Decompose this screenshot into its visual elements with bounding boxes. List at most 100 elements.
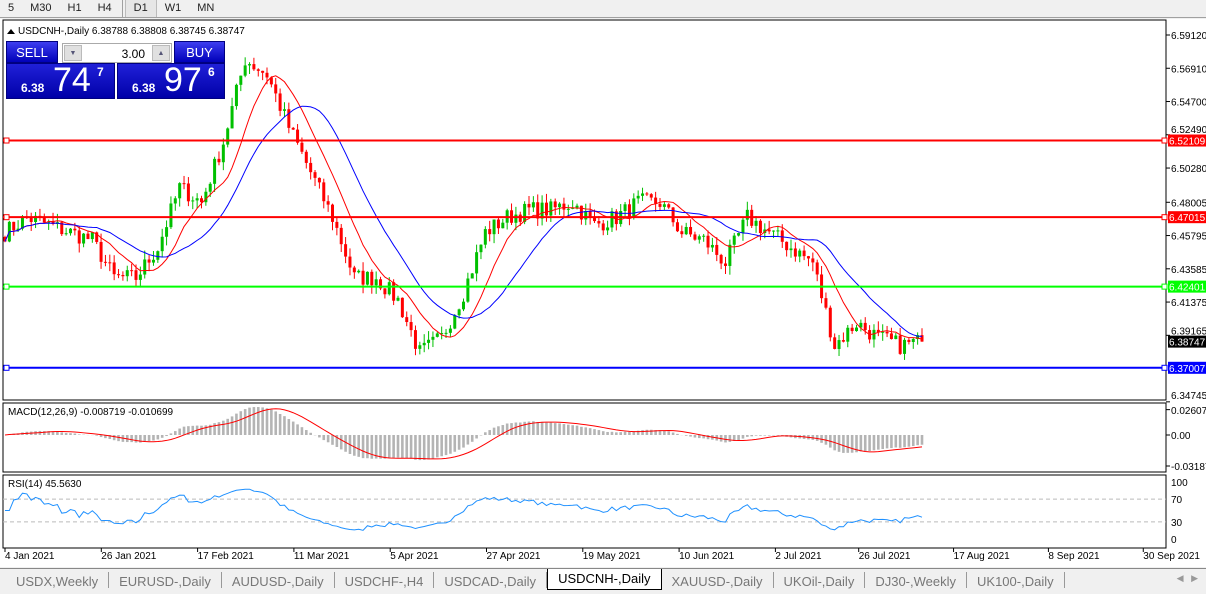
price-line-label: 6.52109 bbox=[1169, 137, 1206, 148]
date-tick-label: 8 Sep 2021 bbox=[1048, 551, 1100, 562]
candle-body bbox=[758, 220, 762, 234]
candle-body bbox=[326, 201, 330, 205]
candle-body bbox=[60, 222, 64, 235]
chart-tab[interactable]: DJ30-,Weekly bbox=[865, 572, 968, 588]
candle-body bbox=[453, 315, 457, 329]
candle-body bbox=[544, 202, 548, 216]
rsi-tick-label: 70 bbox=[1171, 495, 1183, 506]
chart-tab[interactable]: USDCNH-,Daily bbox=[547, 569, 662, 590]
tab-scroll-arrows[interactable]: ◀ ▶ bbox=[1176, 573, 1198, 583]
candle-body bbox=[531, 202, 535, 208]
macd-tick-label: 0.02607 bbox=[1171, 406, 1206, 417]
timeframe-5[interactable]: 5 bbox=[8, 2, 15, 14]
macd-tick-label: 0.00 bbox=[1171, 431, 1191, 442]
candle-body bbox=[833, 337, 837, 349]
candle-body bbox=[409, 322, 413, 331]
buy-price[interactable]: 6.38 97 6 bbox=[117, 61, 225, 99]
candle-body bbox=[73, 228, 77, 231]
candle-body bbox=[221, 144, 225, 163]
chart-tab[interactable]: UKOil-,Daily bbox=[774, 572, 866, 588]
candle-body bbox=[527, 203, 531, 208]
candle-body bbox=[715, 244, 719, 255]
date-tick-label: 27 Apr 2021 bbox=[487, 551, 541, 562]
candle-body bbox=[217, 158, 221, 163]
candle-body bbox=[689, 226, 693, 235]
sell-button[interactable]: SELL bbox=[6, 41, 58, 63]
candle-body bbox=[138, 274, 142, 280]
candle-body bbox=[405, 317, 409, 323]
decrease-lot-button[interactable]: ▼ bbox=[64, 45, 82, 61]
buy-label: BUY bbox=[186, 45, 213, 60]
candle-body bbox=[802, 250, 806, 257]
candle-body bbox=[186, 183, 190, 202]
rsi-line bbox=[5, 488, 923, 531]
candle-body bbox=[77, 230, 81, 244]
buy-button[interactable]: BUY bbox=[174, 41, 225, 63]
chart-tab[interactable]: USDCHF-,H4 bbox=[335, 572, 435, 588]
candle-body bbox=[601, 223, 605, 231]
timeframe-mn[interactable]: MN bbox=[197, 2, 215, 14]
date-tick-label: 19 May 2021 bbox=[583, 551, 641, 562]
timeframe-h4[interactable]: H4 bbox=[97, 2, 112, 14]
candle-body bbox=[479, 244, 483, 253]
timeframe-w1[interactable]: W1 bbox=[164, 2, 182, 14]
line-anchor bbox=[1161, 283, 1168, 290]
candle-body bbox=[352, 267, 356, 273]
candle-body bbox=[365, 271, 369, 285]
chart-tab[interactable]: UK100-,Daily bbox=[967, 572, 1065, 588]
macd-pane bbox=[2, 402, 1167, 473]
sell-price[interactable]: 6.38 74 7 bbox=[6, 61, 115, 99]
candle-body bbox=[422, 342, 426, 346]
candle-body bbox=[265, 72, 269, 78]
chart-header: USDCNH-,Daily 6.38788 6.38808 6.38745 6.… bbox=[18, 26, 245, 37]
candle-body bbox=[278, 93, 282, 111]
candle-body bbox=[593, 216, 596, 222]
date-tick-label: 30 Sep 2021 bbox=[1143, 551, 1200, 562]
price-line-label: 6.42401 bbox=[1169, 283, 1206, 294]
timeframe-m30[interactable]: M30 bbox=[30, 2, 52, 14]
candle-body bbox=[191, 200, 195, 202]
chart-tab[interactable]: USDCAD-,Daily bbox=[434, 572, 548, 588]
buy-price-main: 97 bbox=[164, 61, 202, 99]
timeframe-d1[interactable]: D1 bbox=[124, 0, 157, 17]
candle-body bbox=[282, 109, 286, 111]
candle-body bbox=[331, 204, 334, 222]
candle-body bbox=[47, 221, 51, 223]
current-price-bg bbox=[1168, 335, 1206, 348]
rsi-label: RSI(14) 45.5630 bbox=[8, 479, 82, 490]
candle-body bbox=[112, 262, 116, 275]
candle-body bbox=[466, 278, 470, 302]
price-tick-label: 6.34745 bbox=[1171, 391, 1206, 402]
candle-body bbox=[496, 219, 500, 229]
chart-tab[interactable]: XAUUSD-,Daily bbox=[662, 572, 774, 588]
candle-body bbox=[675, 222, 679, 232]
candle-body bbox=[623, 204, 627, 212]
date-tick-label: 4 Jan 2021 bbox=[5, 551, 55, 562]
rsi-pane bbox=[2, 474, 1167, 549]
candle-body bbox=[667, 204, 671, 208]
candle-body bbox=[230, 106, 234, 129]
candle-body bbox=[706, 235, 710, 248]
candle-body bbox=[379, 279, 383, 289]
candle-body bbox=[82, 233, 86, 244]
candle-body bbox=[492, 219, 496, 235]
candle-body bbox=[754, 220, 758, 226]
candle-body bbox=[920, 335, 924, 342]
candle-body bbox=[645, 193, 649, 195]
timeframe-h1[interactable]: H1 bbox=[67, 2, 82, 14]
candle-body bbox=[248, 64, 252, 66]
increase-lot-button[interactable]: ▲ bbox=[152, 45, 170, 61]
chart-tab[interactable]: USDX,Weekly bbox=[6, 572, 110, 588]
chart-window[interactable]: 6.59120 6.56910 6.54700 6.52490 6.50280 6.480… bbox=[0, 19, 1206, 567]
candle-body bbox=[881, 331, 885, 333]
chart-tab[interactable]: EURUSD-,Daily bbox=[109, 572, 222, 588]
candle-body bbox=[776, 230, 780, 232]
lot-size-input[interactable]: ▼ 3.00 ▲ bbox=[62, 43, 172, 63]
price-tick-label: 6.59120 bbox=[1171, 31, 1206, 42]
candle-body bbox=[627, 204, 631, 217]
chart-tab[interactable]: AUDUSD-,Daily bbox=[222, 572, 335, 588]
candle-body bbox=[392, 282, 396, 301]
candle-body bbox=[885, 331, 889, 334]
price-chart[interactable]: 6.59120 6.56910 6.54700 6.52490 6.50280 6.480… bbox=[0, 19, 1206, 567]
candle-body bbox=[339, 227, 343, 245]
